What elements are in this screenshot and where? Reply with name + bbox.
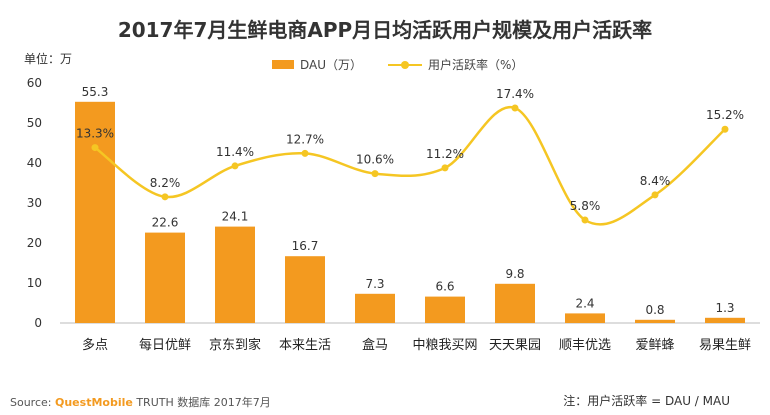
x-tick-label: 顺丰优选: [559, 338, 611, 353]
bar-value-label: 1.3: [715, 301, 734, 315]
chart-title: 2017年7月生鲜电商APP月日均活跃用户规模及用户活跃率: [117, 18, 653, 42]
rate-value-label: 8.2%: [150, 176, 181, 190]
formula-note: 注：用户活跃率 = DAU / MAU: [563, 394, 730, 408]
bar: [495, 283, 535, 323]
bar-value-label: 0.8: [645, 303, 664, 317]
y-tick-label: 10: [27, 276, 42, 290]
x-tick-label: 多点: [82, 337, 108, 353]
rate-value-label: 15.2%: [706, 108, 744, 122]
rate-value-label: 12.7%: [286, 132, 324, 146]
rate-point: [581, 216, 589, 224]
bar: [565, 313, 605, 323]
rate-point: [721, 125, 729, 133]
bar-value-label: 9.8: [505, 267, 524, 281]
rate-point: [441, 164, 449, 172]
y-tick-label: 30: [27, 196, 42, 210]
bar: [145, 232, 185, 323]
y-tick-label: 40: [27, 156, 42, 170]
x-tick-label: 爱鲜蜂: [635, 338, 674, 353]
bar-value-label: 16.7: [292, 239, 319, 253]
legend-item-dau: DAU（万）: [272, 56, 362, 73]
x-axis: 多点 每日优鲜 京东到家 本来生活 盒马 中粮我买网 天天果园 顺丰优选 爱鲜蜂 易果生鲜: [82, 337, 751, 353]
bar: [425, 296, 465, 323]
x-tick-label: 每日优鲜: [139, 337, 191, 353]
rate-point: [651, 191, 659, 199]
bar-value-label: 24.1: [222, 210, 249, 224]
bar: [215, 226, 255, 323]
bar-value-label: 2.4: [575, 296, 594, 310]
x-tick-label: 盒马: [362, 337, 388, 353]
rate-value-label: 5.8%: [570, 199, 601, 213]
bar-value-label: 55.3: [82, 85, 109, 99]
rate-point: [231, 162, 239, 170]
rate-value-label: 11.4%: [216, 145, 254, 159]
rate-value-label: 10.6%: [356, 153, 394, 167]
rate-value-label: 13.3%: [76, 127, 114, 141]
bar-value-label: 7.3: [365, 277, 384, 291]
legend-line-swatch: [388, 60, 423, 70]
bar-value-label: 6.6: [435, 280, 454, 294]
rate-point: [91, 144, 99, 152]
source-rest: TRUTH 数据库 2017年7月: [136, 396, 271, 409]
rate-line: [94, 105, 726, 226]
rate-point: [161, 193, 169, 201]
y-tick-label: 20: [27, 236, 42, 250]
x-tick-label: 中粮我买网: [412, 338, 477, 353]
rate-value-label: 11.2%: [426, 147, 464, 161]
bar: [285, 256, 325, 323]
legend-bar-swatch: [272, 60, 294, 69]
source-note: Source: QuestMobile TRUTH 数据库 2017年7月: [10, 394, 271, 410]
rate-value-label: 17.4%: [496, 87, 534, 101]
y-axis: 0 10 20 30 40 50 60: [27, 76, 42, 330]
bar-value-label: 22.6: [152, 216, 179, 230]
legend: DAU（万） 用户活跃率（%）: [272, 56, 549, 73]
bar: [75, 101, 115, 323]
x-tick-label: 天天果园: [489, 338, 541, 353]
x-tick-label: 京东到家: [209, 337, 261, 353]
legend-dau-label: DAU（万）: [300, 58, 363, 72]
bar: [705, 317, 745, 323]
rate-line-series: 13.3% 8.2% 11.4% 12.7% 10.6% 11.2% 17.4% 5.8% 8.…: [76, 87, 744, 226]
x-tick-label: 本来生活: [279, 338, 331, 353]
rate-point: [371, 170, 379, 178]
source-brand: QuestMobile: [55, 396, 133, 409]
y-tick-label: 50: [27, 116, 42, 130]
rate-point: [301, 149, 309, 157]
rate-value-label: 8.4%: [640, 174, 671, 188]
legend-rate-label: 用户活跃率（%）: [428, 58, 524, 72]
bar: [355, 293, 395, 323]
bar-series: 55.3 22.6 24.1 16.7 7.3 6.6 9.8 2.4 0.8 1.3: [75, 85, 745, 323]
x-tick-label: 易果生鲜: [699, 338, 751, 353]
legend-item-rate: 用户活跃率（%）: [388, 56, 523, 73]
unit-label: 单位：万: [24, 52, 73, 66]
bar: [635, 319, 675, 323]
source-label: Source:: [10, 396, 52, 409]
rate-point: [511, 104, 519, 112]
y-tick-label: 60: [27, 76, 42, 90]
y-tick-label: 0: [34, 316, 42, 330]
